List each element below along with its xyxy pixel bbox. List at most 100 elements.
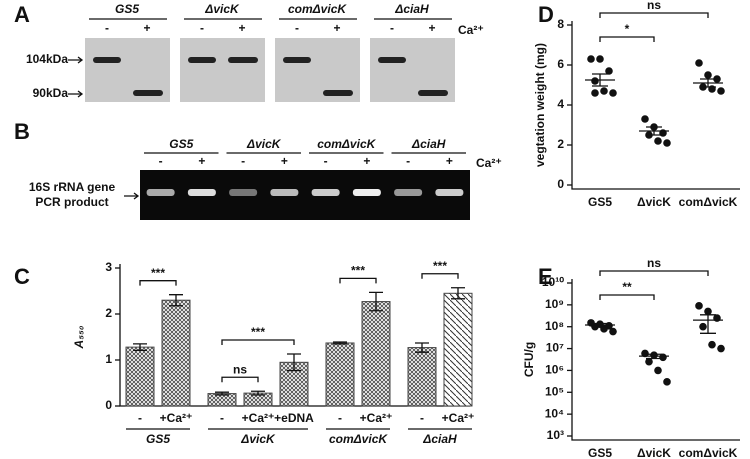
- panel-label: E: [538, 264, 553, 289]
- lane-label: -: [105, 21, 109, 35]
- data-point: [704, 307, 712, 316]
- data-point: [663, 378, 671, 386]
- x-tick-label: ΔvicK: [637, 195, 671, 209]
- band: [188, 57, 216, 63]
- significance-bracket: [421, 273, 459, 279]
- condition-label: Ca²⁺: [476, 156, 502, 170]
- x-tick-label: +Ca²⁺: [160, 411, 193, 425]
- x-tick-label: +Ca²⁺: [242, 411, 275, 425]
- significance-bracket: [599, 270, 709, 276]
- blot: [180, 38, 265, 102]
- bar: [407, 347, 437, 407]
- y-tick-label: 3: [105, 260, 112, 274]
- group-label: ΔciaH: [422, 432, 457, 446]
- sem-bar: [592, 73, 608, 87]
- band: [229, 189, 258, 196]
- group-label: GS5: [115, 2, 139, 16]
- bar: [443, 292, 473, 407]
- y-tick-label: 10⁷: [546, 341, 564, 355]
- significance-bracket: [339, 277, 377, 284]
- data-point: [659, 129, 667, 137]
- bar: [161, 299, 191, 407]
- significance-label: ns: [233, 362, 247, 376]
- data-point: [708, 340, 716, 349]
- group-label: comΔvicK: [288, 2, 347, 16]
- y-tick-label: 6: [557, 57, 564, 71]
- error-bar: [133, 343, 147, 351]
- panel-label: B: [14, 119, 30, 144]
- sem-bar: [592, 322, 608, 328]
- group-label: ΔciaH: [411, 137, 446, 151]
- x-tick-label: GS5: [588, 195, 612, 209]
- lane-label: +: [428, 21, 435, 35]
- panel-label: C: [14, 264, 30, 289]
- band: [228, 57, 258, 63]
- group-label: GS5: [169, 137, 193, 151]
- data-point: [641, 115, 649, 123]
- data-point: [717, 344, 725, 353]
- band-label: PCR product: [35, 195, 108, 209]
- band: [133, 90, 163, 96]
- error-bar: [287, 353, 301, 372]
- significance-label: ***: [151, 266, 165, 280]
- significance-bracket: [599, 36, 655, 42]
- y-tick-label: 10³: [547, 428, 564, 442]
- y-tick-label: 10⁸: [545, 319, 564, 333]
- x-tick-label: GS5: [588, 446, 612, 459]
- significance-label: ns: [647, 0, 661, 12]
- sem-bar: [700, 314, 716, 334]
- sem-bar: [646, 353, 662, 360]
- significance-bracket: [221, 376, 259, 383]
- panel-label: A: [14, 2, 30, 27]
- group-label: ΔvicK: [240, 432, 276, 446]
- group-label: ΔciaH: [394, 2, 429, 16]
- band: [394, 189, 423, 196]
- y-tick-label: 10¹⁰: [542, 275, 564, 289]
- significance-label: ***: [351, 264, 365, 278]
- lane-label: -: [295, 21, 299, 35]
- data-point: [717, 87, 725, 95]
- significance-bracket: [599, 294, 655, 300]
- sem-bar: [646, 126, 662, 136]
- data-point: [591, 89, 599, 97]
- data-point: [596, 55, 604, 63]
- lane-label: -: [200, 21, 204, 35]
- error-bar: [251, 390, 265, 396]
- data-point: [609, 89, 617, 97]
- group-label: ΔvicK: [246, 137, 282, 151]
- condition-label: Ca²⁺: [458, 23, 484, 37]
- significance-bracket: [139, 280, 177, 286]
- y-tick-label: 10⁴: [545, 406, 564, 420]
- significance-bracket: [221, 339, 295, 346]
- band: [146, 189, 175, 196]
- x-tick-label: -: [138, 411, 142, 425]
- y-axis-title: vegtation weight (mg): [533, 43, 547, 167]
- group-label: comΔvicK: [317, 137, 376, 151]
- data-point: [641, 349, 649, 358]
- band: [270, 189, 299, 196]
- group-label: comΔvicK: [329, 432, 388, 446]
- y-tick-label: 2: [557, 137, 564, 151]
- lane-label: -: [390, 21, 394, 35]
- lane-label: +: [363, 154, 370, 168]
- bar: [325, 342, 355, 407]
- group-label: ΔvicK: [204, 2, 240, 16]
- bar: [125, 346, 155, 407]
- data-point: [654, 366, 662, 375]
- y-tick-label: 4: [557, 97, 564, 111]
- sem-bar: [700, 78, 716, 88]
- group-label: GS5: [146, 432, 170, 446]
- error-bar: [215, 391, 229, 396]
- bar: [361, 301, 391, 407]
- significance-label: **: [622, 280, 632, 294]
- y-tick-label: 0: [105, 398, 112, 412]
- error-bar: [451, 287, 465, 300]
- error-bar: [333, 341, 347, 345]
- data-point: [645, 357, 653, 366]
- marker-arrow: [68, 90, 84, 98]
- lane-label: -: [406, 154, 410, 168]
- data-point: [699, 322, 707, 331]
- data-point: [708, 85, 716, 93]
- x-tick-label: -: [338, 411, 342, 425]
